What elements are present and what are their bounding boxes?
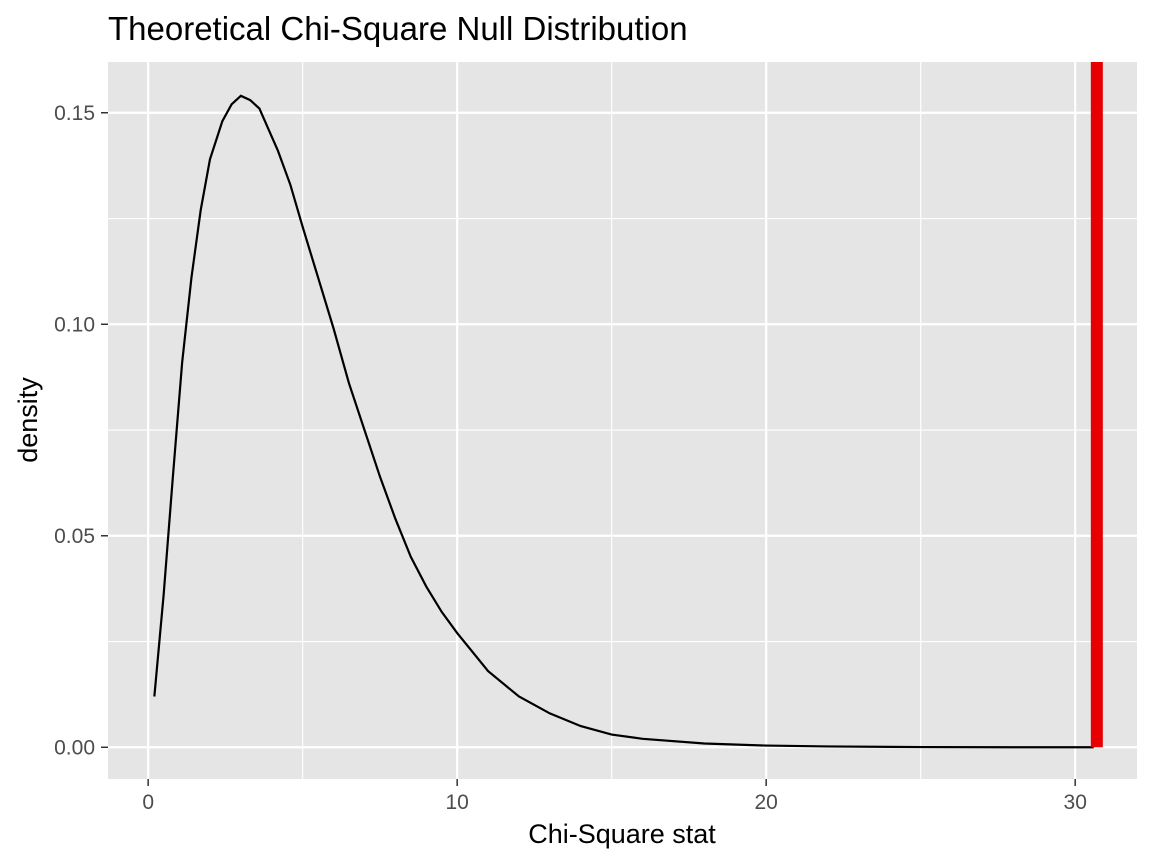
y-axis-ticks: [101, 112, 108, 749]
y-axis-title: density: [13, 377, 43, 463]
x-axis-tick-labels: 0 10 20 30: [142, 791, 1087, 814]
x-axis-title: Chi-Square stat: [528, 819, 716, 849]
grid-major: [108, 62, 1137, 779]
grid-minor: [108, 62, 1137, 779]
y-tick-label: 0.15: [54, 102, 95, 125]
y-axis-tick-labels: 0.00 0.05 0.10 0.15: [54, 102, 95, 760]
x-tick-label: 10: [446, 791, 469, 814]
x-tick-label: 0: [142, 791, 154, 814]
y-tick-label: 0.10: [54, 313, 95, 336]
x-tick-label: 30: [1064, 791, 1087, 814]
chart-title: Theoretical Chi-Square Null Distribution: [108, 10, 688, 47]
plot-panel: [108, 62, 1137, 779]
x-tick-label: 20: [755, 791, 778, 814]
y-tick-label: 0.00: [54, 736, 95, 759]
x-axis-ticks: [147, 779, 1076, 786]
density-curve: [153, 94, 1094, 749]
y-tick-label: 0.05: [54, 525, 95, 548]
